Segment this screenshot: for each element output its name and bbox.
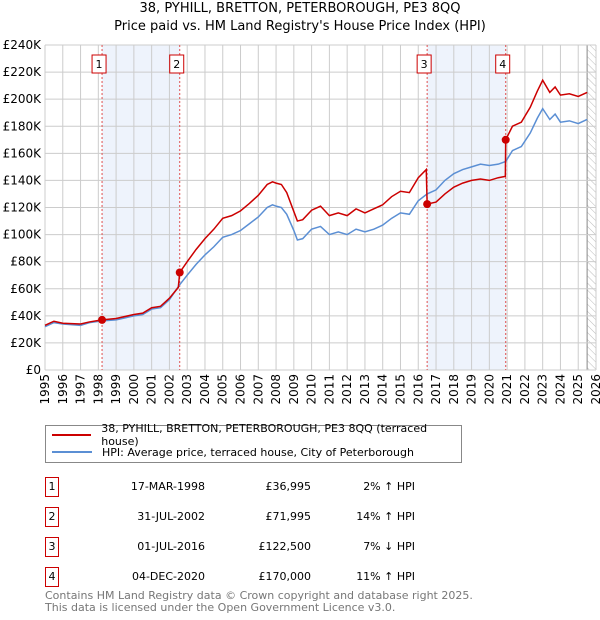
x-tick-label: 2016: [411, 374, 425, 405]
x-tick-label: 1998: [91, 374, 105, 405]
x-tick-label: 2019: [465, 374, 479, 405]
sale-row: 3 01-JUL-2016 £122,500 7% ↓ HPI: [45, 537, 600, 557]
sale-hpi-diff: 11% ↑ HPI: [356, 570, 415, 583]
y-tick-label: £20K: [10, 336, 42, 350]
x-tick-label: 2024: [553, 374, 567, 405]
sale-number: 2: [45, 507, 59, 527]
sale-date: 17-MAR-1998: [130, 480, 205, 493]
x-tick-label: 2006: [234, 374, 248, 405]
legend-hpi-label: HPI: Average price, terraced house, City…: [102, 445, 414, 459]
y-tick-label: £100K: [3, 228, 43, 242]
chart-subtitle: Price paid vs. HM Land Registry's House …: [114, 19, 486, 34]
x-tick-label: 2010: [305, 374, 319, 405]
sale-label-box: [169, 54, 185, 74]
x-tick-label: 2001: [145, 374, 159, 405]
sale-point: [98, 315, 107, 324]
x-tick-label: 2022: [518, 374, 532, 405]
x-tick-label: 1996: [56, 374, 70, 405]
y-tick-label: £160K: [3, 146, 43, 160]
sale-price: £170,000: [258, 570, 312, 583]
sale-price: £36,995: [265, 480, 312, 493]
sale-label-box: [495, 54, 511, 74]
x-tick-label: 2026: [589, 374, 600, 405]
sale-row: 1 17-MAR-1998 £36,995 2% ↑ HPI: [45, 477, 600, 497]
legend: 38, PYHILL, BRETTON, PETERBOROUGH, PE3 8…: [45, 422, 462, 463]
plot-area: 1995 1996 1997 1998 1999 2000 2001 2002 2003 2004…: [3, 38, 600, 405]
x-tick-label: 2008: [269, 374, 283, 405]
x-tick-label: 2014: [376, 374, 390, 405]
y-tick-label: £180K: [3, 119, 43, 133]
y-tick-label: £60K: [10, 282, 42, 296]
sale-hpi-diff: 2% ↑ HPI: [363, 480, 415, 493]
x-tick-label: 2017: [429, 374, 443, 405]
y-tick-label: £200K: [3, 92, 43, 106]
y-tick-label: £0: [26, 363, 41, 377]
y-tick-label: £140K: [3, 173, 43, 187]
x-tick-label: 2007: [251, 374, 265, 405]
sale-row: 2 31-JUL-2002 £71,995 14% ↑ HPI: [45, 507, 600, 527]
sale-row: 4 04-DEC-2020 £170,000 11% ↑ HPI: [45, 567, 600, 587]
x-tick-label: 2013: [358, 374, 372, 405]
sale-label: 4: [499, 58, 506, 71]
footer-line-2: This data is licensed under the Open Gov…: [45, 601, 396, 614]
sale-date: 01-JUL-2016: [137, 540, 205, 553]
y-tick-label: £220K: [3, 65, 43, 79]
legend-hpi-line: [52, 451, 92, 453]
x-tick-label: 1997: [74, 374, 88, 405]
x-tick-label: 2002: [162, 374, 176, 405]
y-tick-label: £40K: [10, 309, 42, 323]
sale-label: 3: [421, 58, 428, 71]
y-tick-label: £240K: [3, 38, 43, 52]
x-tick-label: 2000: [127, 374, 141, 405]
legend-property-line: [52, 434, 92, 436]
x-tick-label: 2011: [322, 374, 336, 405]
x-tick-label: 2012: [340, 374, 354, 405]
x-tick-label: 2025: [571, 374, 585, 405]
sale-label-box: [91, 54, 107, 74]
sale-point: [175, 268, 184, 277]
sale-hpi-diff: 14% ↑ HPI: [356, 510, 415, 523]
sale-hpi-diff: 7% ↓ HPI: [363, 540, 415, 553]
sale-date: 04-DEC-2020: [131, 570, 205, 583]
x-tick-label: 2003: [180, 374, 194, 405]
x-tick-label: 2018: [447, 374, 461, 405]
x-tick-label: 2004: [198, 374, 212, 405]
sale-label-box: [416, 54, 432, 74]
sale-price: £71,995: [265, 510, 312, 523]
x-tick-label: 2023: [536, 374, 550, 405]
sale-number: 3: [45, 537, 59, 557]
y-tick-label: £80K: [10, 255, 42, 269]
sale-date: 31-JUL-2002: [137, 510, 205, 523]
sale-label: 2: [173, 58, 180, 71]
sale-point: [423, 200, 432, 209]
chart-title: 38, PYHILL, BRETTON, PETERBOROUGH, PE3 8…: [139, 1, 461, 16]
x-tick-label: 2009: [287, 374, 301, 405]
sale-number: 1: [45, 477, 59, 497]
x-tick-label: 2021: [500, 374, 514, 405]
footer-line-1: Contains HM Land Registry data © Crown c…: [45, 589, 473, 602]
legend-property-label: 38, PYHILL, BRETTON, PETERBOROUGH, PE3 8…: [101, 422, 428, 448]
y-tick-label: £120K: [3, 201, 43, 215]
sale-number: 4: [45, 567, 59, 587]
sale-price: £122,500: [258, 540, 312, 553]
x-tick-label: 1999: [109, 374, 123, 405]
x-tick-label: 2020: [482, 374, 496, 405]
sale-point: [501, 135, 510, 144]
x-tick-label: 1995: [38, 374, 52, 405]
x-tick-label: 2005: [216, 374, 230, 405]
x-tick-label: 2015: [393, 374, 407, 405]
sale-label: 1: [96, 58, 103, 71]
hpi-line: [44, 107, 588, 328]
